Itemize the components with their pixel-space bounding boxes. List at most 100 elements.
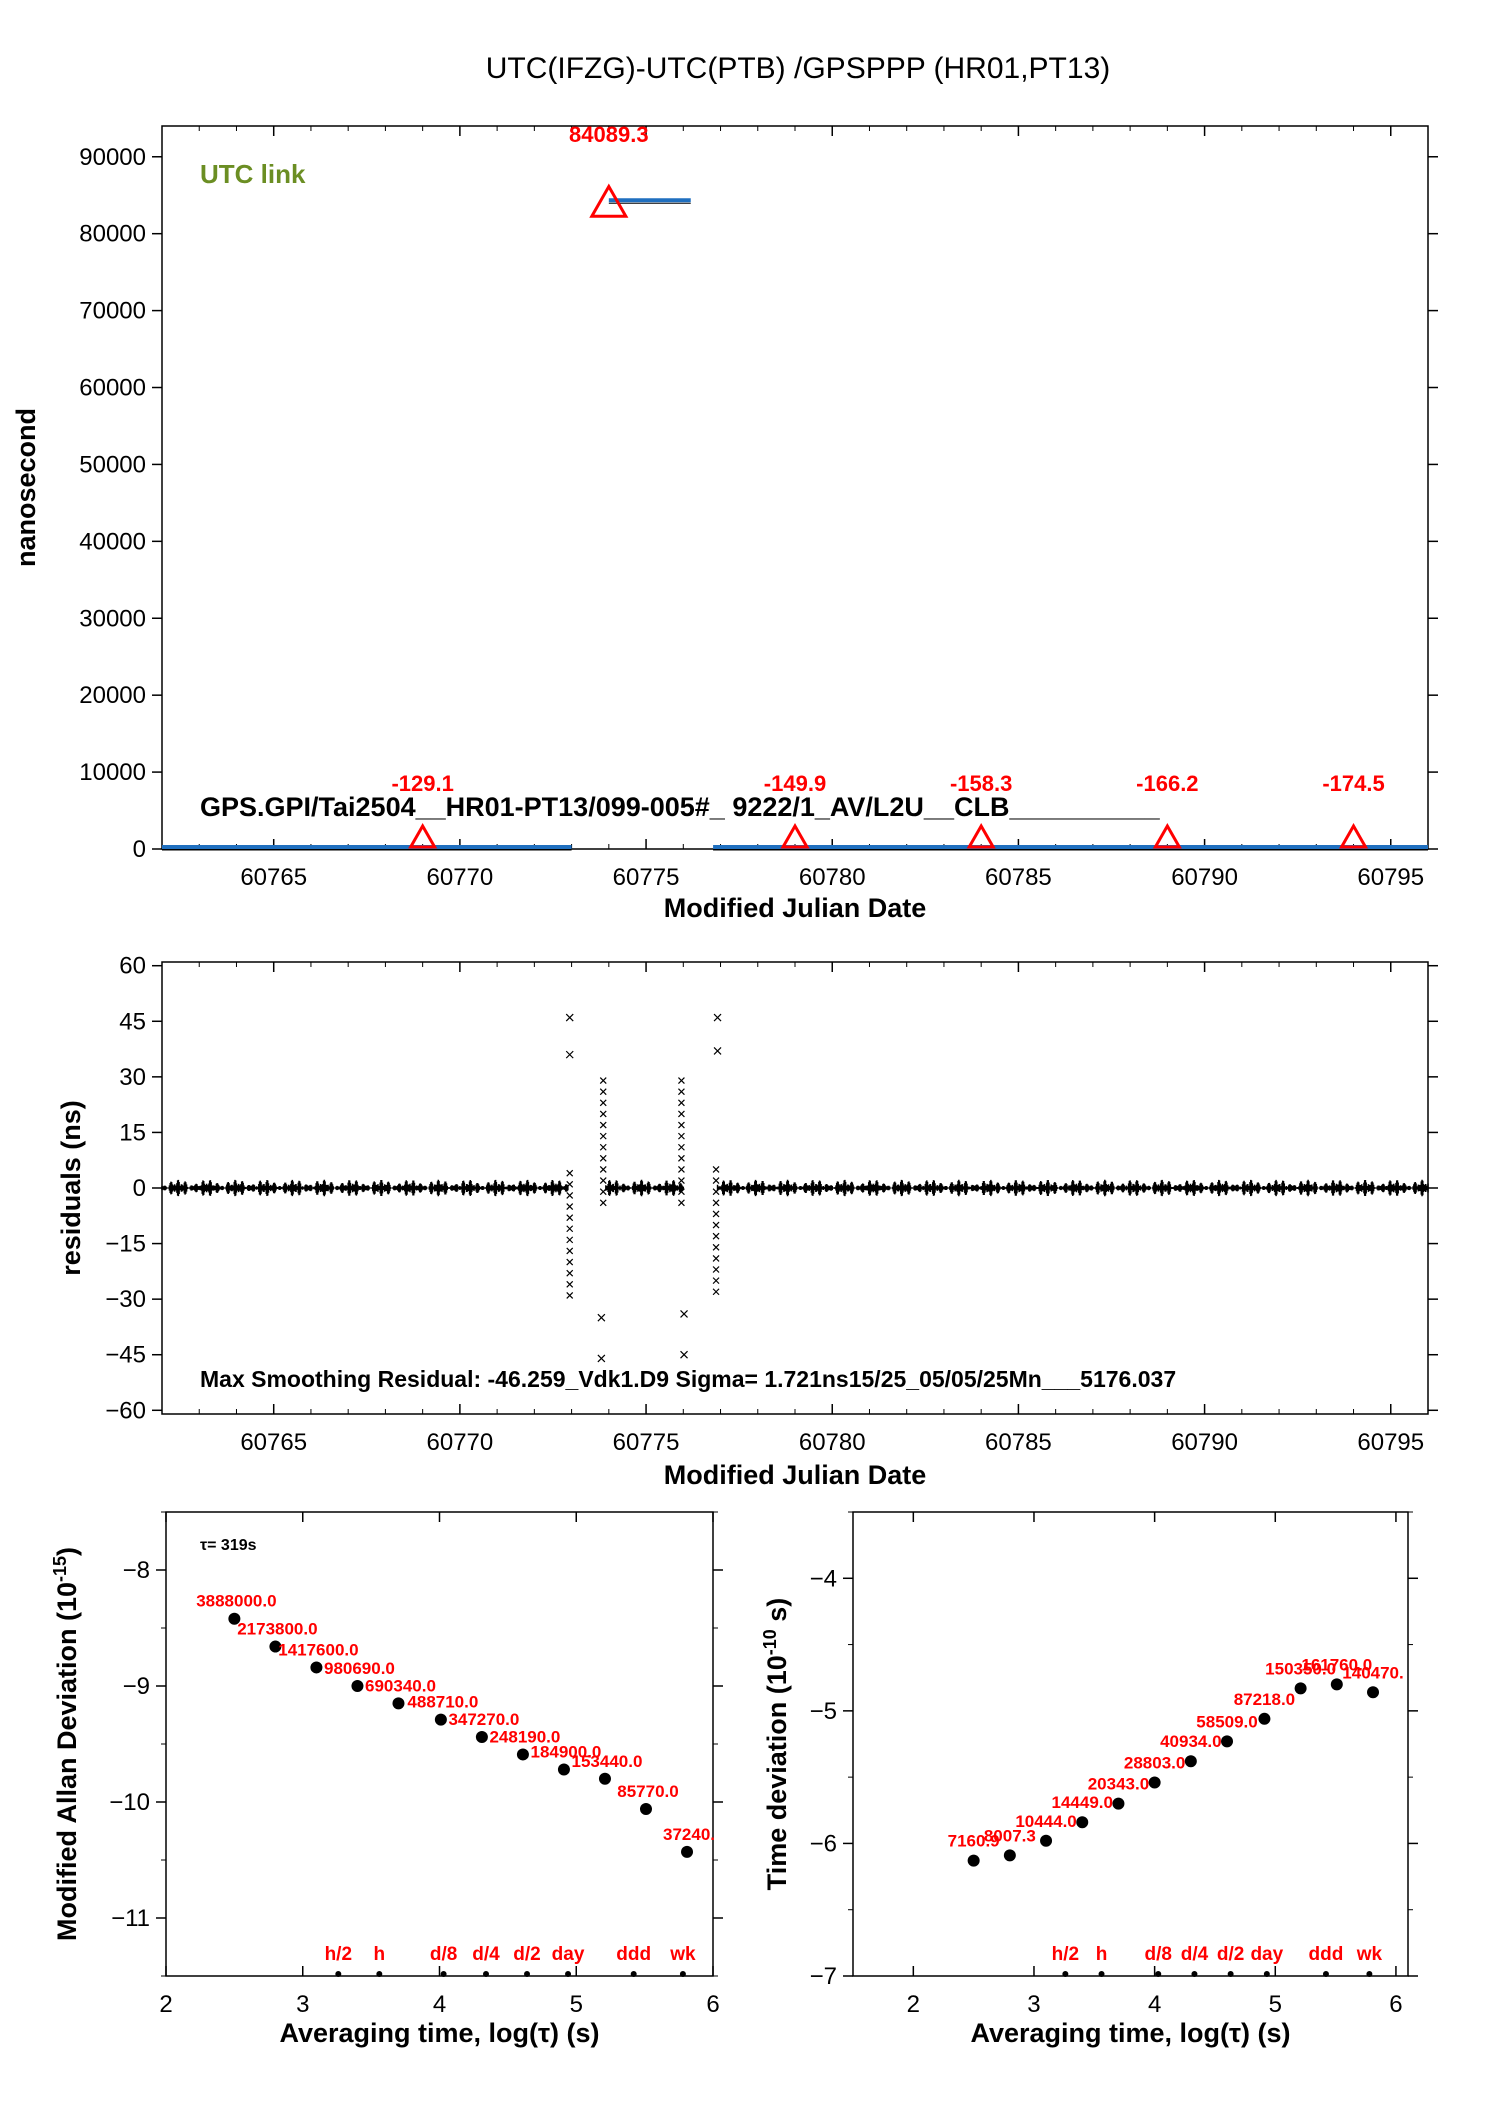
x-tick-label: 3 xyxy=(1027,1991,1040,2018)
tau-marker-label: h xyxy=(374,1944,386,1965)
residual-point xyxy=(599,1199,607,1207)
residual-point xyxy=(678,1121,685,1129)
outlier-point xyxy=(565,1013,574,1022)
data-point xyxy=(1330,1678,1343,1691)
outlier-point xyxy=(680,1350,688,1359)
point-label: 690340.0 xyxy=(365,1676,436,1695)
residual-point xyxy=(712,1188,720,1196)
x-axis-label: Modified Julian Date xyxy=(664,893,927,923)
outlier-point xyxy=(713,1046,722,1055)
x-tick-label: 5 xyxy=(570,1991,583,2018)
y-tick-label: 0 xyxy=(133,1175,146,1202)
residual-point xyxy=(678,1088,685,1096)
point-label: 2173800.0 xyxy=(237,1620,317,1639)
tau-marker-label: d/2 xyxy=(1217,1944,1244,1965)
tdev-chart: 2 3 4 5 6 −4 −5 −6 −7 Time deviation (10-10 s) Ave… xyxy=(760,1511,1418,2048)
tau-marker xyxy=(1062,1971,1069,1977)
data-point xyxy=(1076,1816,1089,1829)
x-tick-label: 60785 xyxy=(985,1429,1052,1456)
residual-point xyxy=(566,1236,574,1244)
residual-point xyxy=(566,1292,574,1299)
plot-frame xyxy=(165,1511,714,1977)
residual-point xyxy=(678,1188,685,1196)
residual-point xyxy=(712,1254,720,1262)
tau-marker-label: wk xyxy=(669,1944,696,1965)
x-tick-label: 6 xyxy=(706,1991,719,2018)
marker-triangle xyxy=(1152,822,1182,849)
tau-marker-label: d/8 xyxy=(1145,1944,1172,1965)
point-label: 37240. xyxy=(663,1825,715,1844)
tau-marker-label: d/4 xyxy=(472,1944,500,1965)
tau-marker xyxy=(1155,1971,1162,1977)
marker-label: -129.1 xyxy=(391,771,453,796)
y-tick-label: −11 xyxy=(111,1905,150,1932)
residual-point xyxy=(712,1166,720,1173)
marker-label: -166.2 xyxy=(1136,771,1198,796)
data-point xyxy=(516,1748,529,1761)
residual-point xyxy=(566,1169,574,1177)
tau-marker-label: d/2 xyxy=(513,1944,540,1965)
point-label: 150350.0 xyxy=(1265,1659,1336,1678)
y-tick-label: 0 xyxy=(133,836,146,863)
point-label: 14449.0 xyxy=(1052,1793,1113,1812)
tau-marker xyxy=(1366,1971,1373,1977)
x-tick-label: 3 xyxy=(296,1991,309,2018)
tau-marker-label: h/2 xyxy=(325,1944,352,1965)
y-axis-label: Modified Allan Deviation (10-15) xyxy=(50,1547,82,1941)
residual-point xyxy=(566,1214,574,1222)
y-tick-label: −45 xyxy=(105,1342,146,1369)
data-point xyxy=(1040,1834,1053,1847)
tau-marker xyxy=(376,1971,383,1977)
point-label: 87218.0 xyxy=(1234,1690,1295,1709)
point-label: 184900.0 xyxy=(530,1743,601,1762)
x-tick-label: 60795 xyxy=(1357,1429,1424,1456)
residual-point xyxy=(678,1143,685,1151)
plot-frame xyxy=(852,1511,1409,1977)
x-tick-label: 60785 xyxy=(985,864,1052,891)
x-tick-label: 60795 xyxy=(1357,864,1424,891)
tau-marker xyxy=(335,1971,342,1977)
y-tick-label: 20000 xyxy=(79,682,146,709)
marker-triangle xyxy=(589,183,629,218)
point-label: 10444.0 xyxy=(1015,1812,1076,1831)
residual-point xyxy=(566,1191,574,1199)
tau-marker xyxy=(565,1971,572,1977)
point-label: 3888000.0 xyxy=(196,1592,276,1611)
y-tick-label: 45 xyxy=(119,1008,146,1035)
data-point xyxy=(310,1661,323,1674)
point-label: 980690.0 xyxy=(324,1659,395,1678)
data-point xyxy=(681,1845,694,1858)
residual-point xyxy=(678,1166,685,1173)
point-label: 140470. xyxy=(1342,1663,1403,1682)
residuals-chart: 60765 60770 60775 60780 60785 60790 60795 −60 −4… xyxy=(56,953,1438,1490)
residual-point xyxy=(712,1199,720,1207)
y-tick-label: −5 xyxy=(810,1698,837,1725)
data-point xyxy=(1294,1682,1307,1695)
x-axis-label: Modified Julian Date xyxy=(664,1460,927,1490)
tau-marker xyxy=(1322,1971,1329,1977)
point-label: 40934.0 xyxy=(1160,1732,1221,1751)
info-text: Max Smoothing Residual: -46.259_Vdk1.D9 … xyxy=(200,1366,1176,1392)
data-point xyxy=(228,1612,241,1625)
plot-frame xyxy=(161,125,1429,850)
data-point xyxy=(1003,1849,1016,1862)
residual-point xyxy=(599,1088,607,1096)
x-tick-label: 60790 xyxy=(1171,1429,1238,1456)
data-point xyxy=(1112,1797,1125,1810)
point-label: 7160.9 xyxy=(948,1832,1000,1851)
marker-label: -158.3 xyxy=(950,771,1012,796)
info-text: GPS.GPI/Tai2504__HR01-PT13/099-005#_ 922… xyxy=(200,792,1161,822)
x-axis-label: Averaging time, log(τ) (s) xyxy=(970,2018,1290,2048)
residual-point xyxy=(599,1143,607,1151)
residual-point xyxy=(566,1269,574,1277)
x-tick-label: 4 xyxy=(1148,1991,1161,2018)
data-point xyxy=(557,1763,570,1776)
point-label: 248190.0 xyxy=(489,1727,560,1746)
x-tick-label: 2 xyxy=(159,1991,172,2018)
residual-band xyxy=(161,1179,1429,1197)
tau-marker-label: ddd xyxy=(1309,1944,1344,1965)
point-label: 161760.0 xyxy=(1301,1655,1372,1674)
data-point xyxy=(269,1640,282,1653)
mdev-chart: 2 3 4 5 6 −8 −9 −10 −11 Modified Allan Deviation … xyxy=(50,1511,723,2048)
point-label: 20343.0 xyxy=(1088,1775,1149,1794)
